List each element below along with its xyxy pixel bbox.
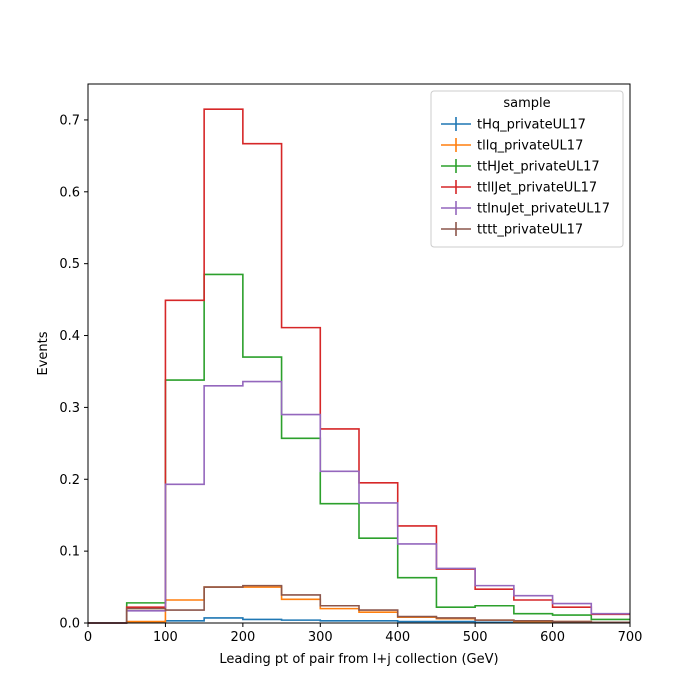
legend-entry-label: ttlnuJet_privateUL17	[477, 202, 610, 217]
series-line-tttt_privateUL17	[88, 584, 630, 624]
x-tick-label: 700	[618, 630, 643, 645]
x-tick-label: 200	[230, 630, 255, 645]
legend-entry-label: tttt_privateUL17	[477, 223, 583, 238]
x-tick-label: 0	[84, 630, 92, 645]
y-tick-label: 0.3	[59, 401, 80, 416]
y-tick-label: 0.4	[59, 329, 80, 344]
axes-frame	[87, 83, 631, 624]
y-tick-label: 0.7	[59, 113, 80, 128]
series-line-ttlnuJet_privateUL17	[88, 380, 630, 624]
legend-entry-label: ttllJet_privateUL17	[477, 181, 597, 196]
y-tick-label: 0.1	[59, 545, 80, 560]
legend-entry-label: tllq_privateUL17	[477, 139, 583, 154]
x-tick-label: 500	[463, 630, 488, 645]
x-axis-ticks: 0 100 200 300 400 500 600 700	[84, 623, 643, 645]
y-tick-label: 0.0	[59, 617, 80, 632]
y-tick-label: 0.5	[59, 257, 80, 272]
y-tick-label: 0.2	[59, 473, 80, 488]
legend: sample tHq_privateUL17 tllq_privateUL17tt…	[430, 90, 624, 248]
x-axis-label: Leading pt of pair from l+j collection (…	[219, 652, 498, 667]
legend-title: sample	[503, 96, 550, 111]
series-line-ttHJet_privateUL17	[88, 273, 630, 624]
y-axis-label: Events	[36, 331, 51, 375]
legend-box	[430, 90, 624, 248]
y-axis-ticks: 0.0 0.1 0.2 0.3 0.4 0.5 0.6 0.7	[59, 113, 88, 632]
x-tick-label: 600	[540, 630, 565, 645]
series-line-ttllJet_privateUL17	[88, 108, 630, 624]
x-tick-label: 100	[153, 630, 178, 645]
y-tick-label: 0.6	[59, 185, 80, 200]
x-tick-label: 300	[308, 630, 333, 645]
legend-entry-label: ttHJet_privateUL17	[477, 160, 600, 175]
legend-entry-label: tHq_privateUL17	[477, 118, 586, 133]
x-tick-label: 400	[385, 630, 410, 645]
plot-area	[88, 108, 630, 624]
